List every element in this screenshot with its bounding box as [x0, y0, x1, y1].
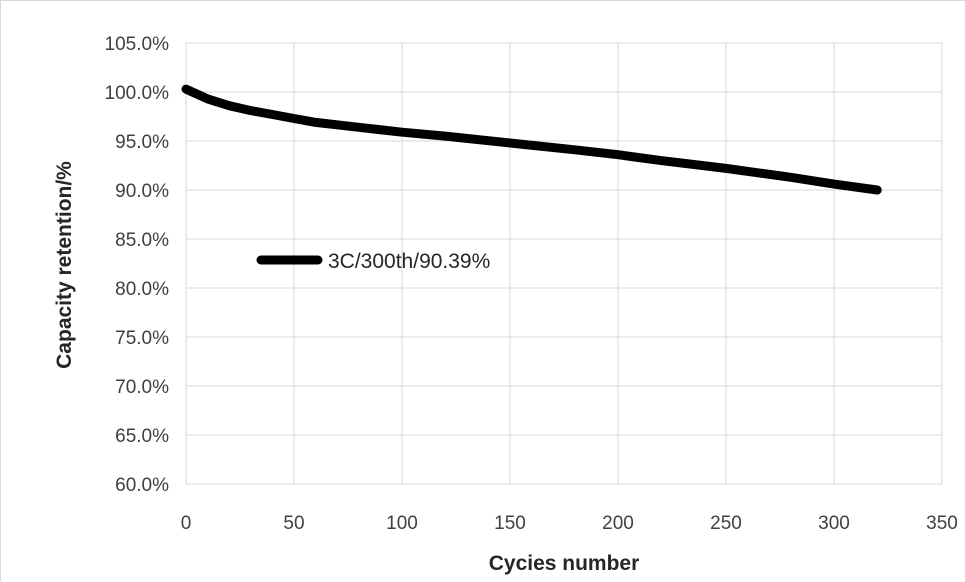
plot-area-border [185, 42, 943, 485]
x-tick-label: 50 [283, 513, 304, 534]
series-line [181, 84, 882, 195]
x-tick-label: 300 [818, 513, 850, 534]
legend: 3C/300th/90.39% [256, 250, 490, 273]
legend-label: 3C/300th/90.39% [328, 250, 490, 273]
y-tick-label: 95.0% [115, 132, 169, 153]
y-axis-tick-labels: 60.0% 65.0% 70.0% 75.0% 80.0% 85.0% 90.0% 95.0%… [105, 34, 170, 496]
y-tick-label: 100.0% [105, 83, 170, 104]
y-tick-label: 90.0% [115, 181, 169, 202]
series-lines [181, 84, 882, 195]
x-tick-label: 250 [710, 513, 742, 534]
x-tick-label: 0 [181, 513, 192, 534]
x-tick-label: 200 [602, 513, 634, 534]
y-tick-label: 105.0% [105, 34, 170, 55]
x-tick-label: 150 [494, 513, 526, 534]
x-tick-label: 350 [926, 513, 958, 534]
y-tick-label: 65.0% [115, 426, 169, 447]
x-tick-label: 100 [386, 513, 418, 534]
y-tick-label: 75.0% [115, 328, 169, 349]
y-tick-label: 85.0% [115, 230, 169, 251]
x-axis-title: Cycies number [489, 552, 640, 575]
y-tick-label: 70.0% [115, 377, 169, 398]
y-tick-label: 60.0% [115, 475, 169, 496]
y-axis-title: Capacity retention/% [53, 161, 76, 369]
x-axis-tick-labels: 0 50 100 150 200 250 300 350 [181, 513, 958, 534]
y-tick-label: 80.0% [115, 279, 169, 300]
